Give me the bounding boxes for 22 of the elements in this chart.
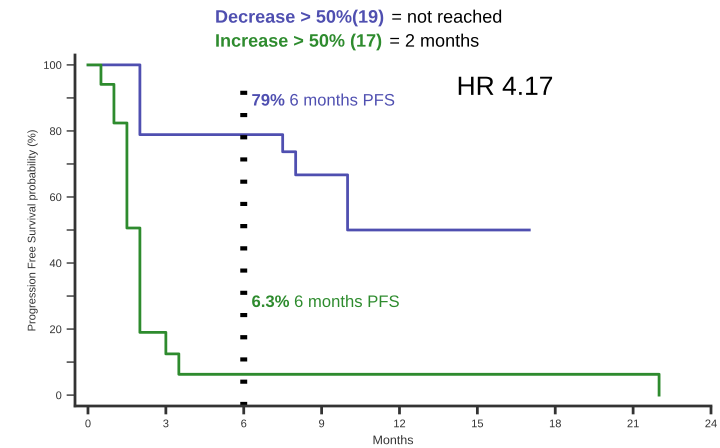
annotation: 6.3% 6 months PFS xyxy=(252,294,399,308)
x-tick-label: 6 xyxy=(241,419,246,428)
y-tick-label: 100 xyxy=(44,61,62,70)
x-tick-label: 21 xyxy=(628,419,639,428)
y-tick-label: 0 xyxy=(56,391,62,400)
x-tick-label: 24 xyxy=(705,419,717,428)
x-tick-label: 12 xyxy=(394,419,406,428)
x-tick-label: 9 xyxy=(319,419,324,428)
x-axis-title: Months xyxy=(374,435,414,444)
y-tick-label: 80 xyxy=(50,127,62,136)
x-tick-label: 0 xyxy=(85,419,91,428)
chart-title: Decrease > 50%(19) = not reached xyxy=(216,10,502,26)
x-tick-label: 18 xyxy=(550,419,561,428)
y-tick-label: 40 xyxy=(50,259,62,268)
annotation: 79% 6 months PFS xyxy=(252,93,394,106)
y-tick-label: 20 xyxy=(50,325,62,334)
x-tick-label: 15 xyxy=(472,420,484,428)
y-axis-title: Progression Free Survival probability (%) xyxy=(27,130,38,331)
chart-subtitle: Increase > 50% (17) = 2 months xyxy=(216,34,479,50)
x-tick-label: 3 xyxy=(163,419,168,428)
y-tick-label: 60 xyxy=(50,193,62,202)
annotation: HR 4.17 xyxy=(458,76,552,95)
